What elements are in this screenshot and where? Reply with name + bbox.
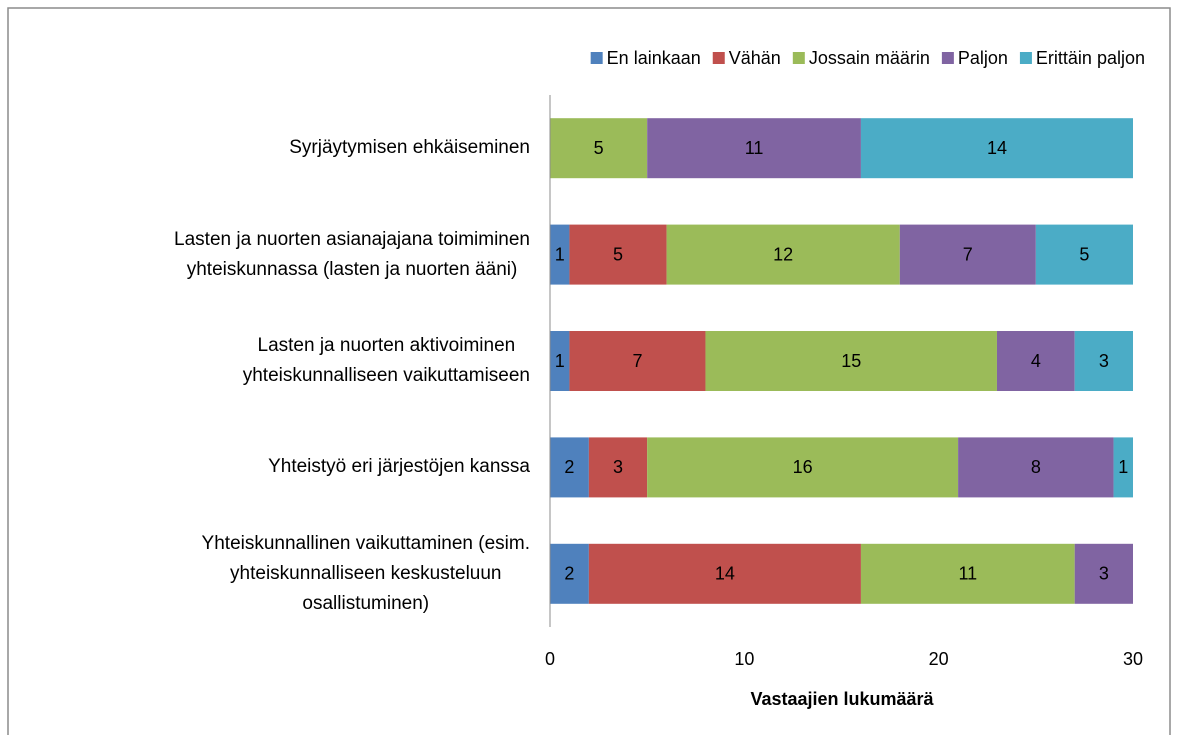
- data-label: 5: [613, 244, 623, 264]
- category-label: Lasten ja nuorten aktivoiminen yhteiskun…: [242, 335, 530, 386]
- data-label: 5: [1079, 244, 1089, 264]
- bar-segment: [1074, 331, 1133, 391]
- data-label: 16: [793, 457, 813, 477]
- data-label: 2: [564, 564, 574, 584]
- legend-label: Erittäin paljon: [1036, 48, 1145, 68]
- bar-segment: [550, 437, 589, 498]
- data-label: 7: [963, 244, 973, 264]
- category-label: Yhteiskunnallinen vaikuttaminen (esim. y…: [201, 532, 530, 614]
- bar-segment: [860, 543, 1075, 604]
- data-label: 11: [745, 138, 764, 158]
- data-label: 1: [555, 351, 565, 371]
- data-label: 1: [1118, 457, 1128, 477]
- bar-segment: [647, 118, 861, 179]
- bar-segment: [569, 331, 706, 391]
- bar-segment: [996, 331, 1075, 391]
- legend-label: Jossain määrin: [809, 48, 930, 68]
- bar-segment: [1113, 437, 1133, 498]
- bar-segment: [1074, 543, 1133, 604]
- data-label: 14: [715, 564, 735, 584]
- x-tick-label: 30: [1123, 649, 1143, 669]
- data-label: 4: [1031, 351, 1041, 371]
- x-tick-label: 10: [734, 649, 754, 669]
- data-label: 5: [594, 138, 604, 158]
- bar-segment: [588, 543, 861, 604]
- bar-segment: [588, 437, 648, 498]
- bar-segment: [550, 118, 648, 179]
- legend-swatch: [712, 52, 725, 64]
- bar-segment: [958, 437, 1114, 498]
- bar-segment: [705, 331, 997, 391]
- data-label: 2: [564, 457, 574, 477]
- bar-segment: [569, 224, 667, 285]
- bar-segment: [550, 543, 589, 604]
- bar-segment: [647, 437, 959, 498]
- legend-swatch: [941, 52, 954, 64]
- bar-segment: [666, 224, 900, 285]
- bar-segment: [550, 224, 570, 285]
- category-label: Lasten ja nuorten asianajajana toimimine…: [174, 228, 530, 280]
- data-label: 11: [958, 564, 977, 584]
- data-label: 3: [1099, 351, 1109, 371]
- bar-segment: [550, 331, 570, 391]
- x-axis-label: Vastaajien lukumäärä: [750, 689, 934, 709]
- bar-segment: [899, 224, 1036, 285]
- data-label: 14: [987, 138, 1007, 158]
- data-label: 12: [773, 244, 793, 264]
- legend-swatch: [792, 52, 805, 64]
- category-label: Syrjäytymisen ehkäiseminen: [289, 137, 530, 159]
- frame: [7, 7, 1171, 735]
- legend-label: Vähän: [729, 48, 781, 68]
- data-label: 3: [1099, 564, 1109, 584]
- legend-swatch: [590, 52, 603, 64]
- legend-label: En lainkaan: [607, 48, 701, 68]
- data-label: 7: [632, 351, 642, 371]
- data-label: 8: [1031, 457, 1041, 477]
- bar-segment: [1035, 224, 1133, 285]
- data-label: 15: [841, 351, 861, 371]
- legend-label: Paljon: [958, 48, 1008, 68]
- category-label: Yhteistyö eri järjestöjen kanssa: [268, 456, 530, 478]
- data-label: 3: [613, 457, 623, 477]
- data-label: 1: [555, 244, 565, 264]
- bar-segment: [860, 118, 1133, 179]
- x-tick-label: 0: [545, 649, 555, 669]
- x-tick-label: 20: [929, 649, 949, 669]
- legend-swatch: [1019, 52, 1032, 64]
